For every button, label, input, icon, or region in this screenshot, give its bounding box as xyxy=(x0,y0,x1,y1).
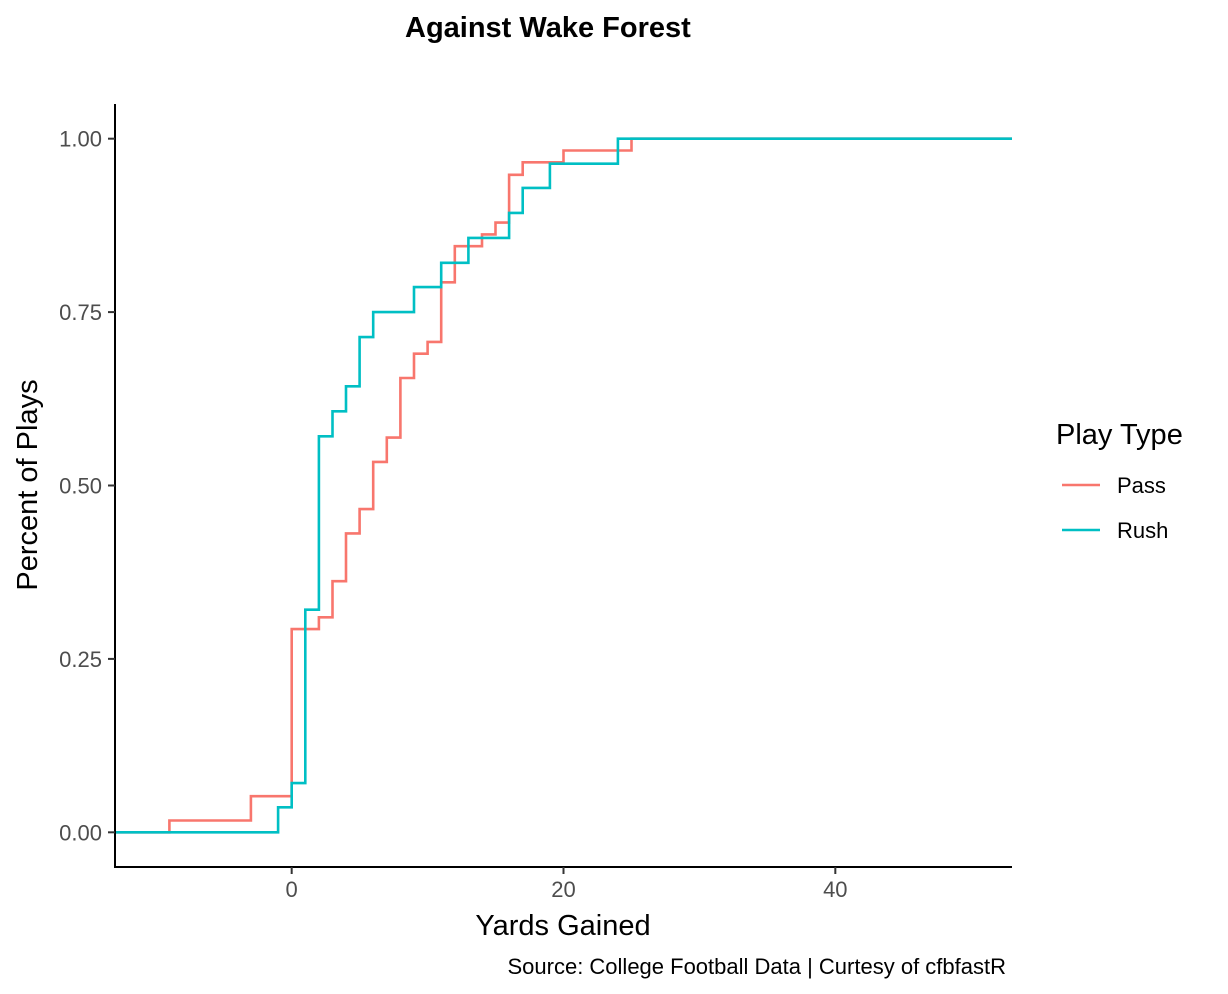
y-axis-title: Percent of Plays xyxy=(12,379,44,590)
y-tick-label: 0.75 xyxy=(59,300,102,325)
legend-label-pass: Pass xyxy=(1117,473,1166,498)
chart-title: Against Wake Forest xyxy=(405,12,691,44)
y-tick-label: 0.00 xyxy=(59,820,102,845)
x-tick-label: 20 xyxy=(551,877,575,902)
y-ticks: 0.00 0.25 0.50 0.75 1.00 xyxy=(59,127,115,845)
x-axis-title: Yards Gained xyxy=(475,910,650,942)
x-tick-label: 40 xyxy=(823,877,847,902)
series-line-rush xyxy=(115,137,1012,834)
series-line-pass xyxy=(115,137,1012,834)
y-tick-label: 0.50 xyxy=(59,474,102,499)
x-tick-label: 0 xyxy=(286,877,298,902)
series-layer xyxy=(115,137,1012,834)
legend-label-rush: Rush xyxy=(1117,518,1168,543)
y-tick-label: 0.25 xyxy=(59,647,102,672)
y-tick-label: 1.00 xyxy=(59,127,102,152)
legend-title: Play Type xyxy=(1056,419,1183,451)
caption: Source: College Football Data | Curtesy … xyxy=(507,954,1006,979)
legend: Play Type Pass Rush xyxy=(1056,419,1183,543)
x-ticks: 0 20 40 xyxy=(286,867,848,902)
